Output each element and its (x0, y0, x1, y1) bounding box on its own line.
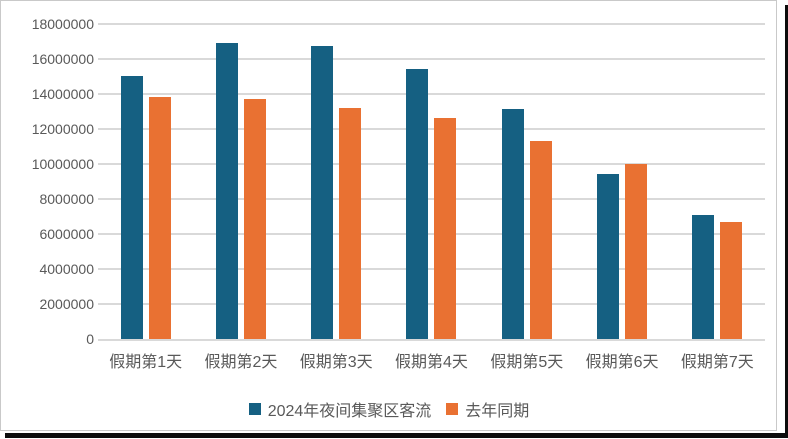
bar-last-year-series (625, 163, 648, 339)
bar-group (670, 24, 765, 339)
gridline (98, 58, 765, 61)
x-axis-label: 假期第7天 (680, 354, 754, 371)
bar-2024-series (120, 76, 143, 339)
gridline (98, 268, 765, 271)
y-axis-tick-label: 4000000 (39, 260, 94, 277)
gridline (98, 303, 765, 306)
legend-swatch-icon (446, 403, 459, 415)
x-axis-label: 假期第3天 (299, 354, 373, 371)
gridline (98, 93, 765, 96)
bar-2024-series (406, 69, 429, 339)
legend-item-last-year: 去年同期 (446, 397, 529, 421)
y-axis-tick-label: 14000000 (31, 85, 94, 102)
x-axis-label: 假期第1天 (109, 354, 183, 371)
bar-group (98, 24, 193, 339)
bar-2024-series (692, 214, 715, 339)
legend: 2024年夜间集聚区客流 去年同期 (1, 397, 777, 421)
gridline (98, 163, 765, 166)
bar-group (289, 24, 384, 339)
gridline (98, 23, 765, 25)
bar-2024-series (215, 42, 238, 339)
bar-last-year-series (243, 98, 266, 339)
bar-last-year-series (720, 221, 743, 339)
gridline (98, 233, 765, 236)
legend-label: 2024年夜间集聚区客流 (267, 403, 432, 420)
bar-last-year-series (339, 107, 362, 339)
slide-shadow-right (785, 5, 788, 438)
bar-group (193, 24, 288, 339)
y-axis-tick-label: 10000000 (31, 155, 94, 172)
bar-group (384, 24, 479, 339)
x-axis-label: 假期第5天 (490, 354, 564, 371)
bar-last-year-series (148, 97, 171, 339)
bar-2024-series (597, 174, 620, 339)
x-axis-label: 假期第2天 (204, 354, 278, 371)
y-axis-tick-label: 18000000 (31, 15, 94, 32)
bar-2024-series (311, 46, 334, 339)
y-axis-tick-label: 0 (86, 331, 94, 347)
plot-area (98, 1, 765, 439)
y-axis-tick-label: 6000000 (39, 225, 94, 242)
bar-group (479, 24, 574, 339)
y-axis-tick-label: 12000000 (31, 120, 94, 137)
bar-2024-series (501, 109, 524, 339)
x-axis-label: 假期第4天 (395, 354, 468, 371)
legend-label: 去年同期 (465, 403, 530, 420)
legend-swatch-icon (248, 403, 261, 415)
slide-shadow-bottom (5, 433, 788, 438)
bar-last-year-series (434, 118, 457, 339)
chart-frame: 18000000 16000000 14000000 12000000 10000000… (0, 0, 777, 431)
gridline (98, 198, 765, 201)
x-axis-label: 假期第6天 (585, 354, 659, 371)
bar-last-year-series (529, 140, 552, 339)
y-axis-tick-label: 8000000 (39, 190, 94, 207)
gridline (98, 128, 765, 131)
gridline (98, 338, 765, 341)
y-axis-tick-label: 2000000 (39, 295, 94, 312)
legend-item-2024: 2024年夜间集聚区客流 (248, 397, 432, 421)
bar-group (574, 24, 669, 339)
y-axis-tick-label: 16000000 (31, 50, 94, 67)
